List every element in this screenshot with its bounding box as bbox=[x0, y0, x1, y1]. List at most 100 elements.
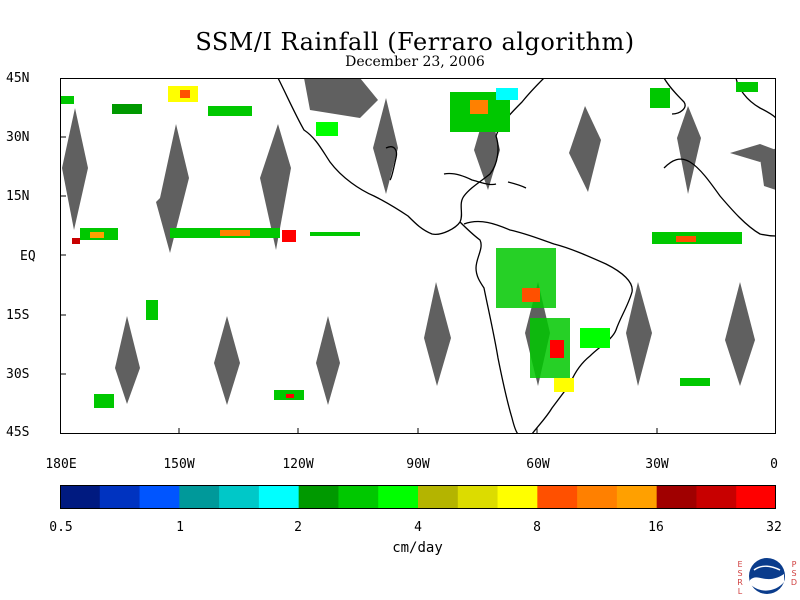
logo-letter: R bbox=[737, 578, 743, 587]
colorbar-cell bbox=[457, 485, 499, 509]
rain-itcz-4 bbox=[310, 232, 360, 236]
rain-np-4 bbox=[208, 106, 252, 116]
colorbar-cell bbox=[656, 485, 697, 509]
colorbar-cell bbox=[298, 485, 339, 509]
lon-label-60w: 60W bbox=[526, 457, 550, 472]
coastline-hispaniola bbox=[507, 181, 527, 189]
lat-label-45n: 45N bbox=[6, 71, 30, 86]
colorbar-cell bbox=[338, 485, 379, 509]
map-title: SSM/I Rainfall (Ferraro algorithm) bbox=[195, 28, 635, 56]
lat-label-45s: 45S bbox=[6, 425, 30, 440]
colorbar-label-4: 8 bbox=[533, 520, 541, 535]
swath-north-america bbox=[304, 78, 378, 118]
lon-label-90w: 90W bbox=[406, 457, 430, 472]
swath-9 bbox=[214, 316, 240, 405]
colorbar-cell bbox=[577, 485, 618, 509]
coastline-florida-gulf bbox=[385, 146, 398, 181]
lat-label-30s: 30S bbox=[6, 367, 30, 382]
lat-label-15s: 15S bbox=[6, 308, 30, 323]
rain-np-1 bbox=[60, 96, 74, 104]
colorbar-label-0: 0.5 bbox=[49, 520, 73, 535]
coastline-africa bbox=[663, 158, 776, 237]
swath-6 bbox=[569, 106, 601, 192]
coastline-north-central-america bbox=[277, 78, 545, 235]
logo-letter: L bbox=[737, 587, 743, 596]
swath-14 bbox=[725, 282, 755, 386]
rain-sp-1 bbox=[146, 300, 158, 320]
colorbar-label-5: 16 bbox=[648, 520, 664, 535]
swath-13 bbox=[626, 282, 652, 386]
rain-sa-2b bbox=[550, 340, 564, 358]
swath-11 bbox=[424, 282, 451, 386]
rainfall-map bbox=[60, 78, 776, 434]
colorbar-label-2: 2 bbox=[294, 520, 302, 535]
colorbar-cell bbox=[497, 485, 538, 509]
lat-label-30n: 30N bbox=[6, 130, 30, 145]
coastline-south-america-east bbox=[463, 220, 633, 434]
swath-africa-2 bbox=[730, 144, 776, 162]
logo-letter: S bbox=[791, 569, 797, 578]
colorbar-label-3: 4 bbox=[414, 520, 422, 535]
lon-label-30w: 30W bbox=[645, 457, 669, 472]
rain-sp-2 bbox=[94, 394, 114, 408]
colorbar-cell bbox=[616, 485, 658, 509]
rain-np-5 bbox=[316, 122, 338, 136]
rain-na-3 bbox=[650, 88, 670, 108]
colorbar-cells bbox=[60, 485, 776, 509]
colorbar-label-1: 1 bbox=[176, 520, 184, 535]
logo-letter: D bbox=[790, 578, 798, 587]
swath-10 bbox=[316, 316, 340, 405]
colorbar-cell bbox=[139, 485, 180, 509]
rain-itcz-2b bbox=[220, 230, 250, 236]
rain-sa-3 bbox=[580, 328, 610, 348]
rain-atl-itcz bbox=[652, 232, 742, 244]
swath-7 bbox=[677, 106, 701, 194]
coastline-south-america-west bbox=[459, 221, 519, 434]
logo-letter: E bbox=[737, 560, 743, 569]
noaa-emblem-icon bbox=[749, 558, 785, 594]
rain-cells bbox=[60, 82, 758, 408]
logo-letter: S bbox=[737, 569, 743, 578]
rain-np-3b bbox=[180, 90, 190, 98]
map-frame bbox=[60, 78, 776, 434]
lon-label-120w: 120W bbox=[282, 457, 314, 472]
swath-8 bbox=[115, 316, 140, 404]
rain-sa-4 bbox=[554, 378, 574, 392]
colorbar-cell bbox=[179, 485, 220, 509]
colorbar-cell bbox=[99, 485, 141, 509]
coastlines bbox=[277, 78, 776, 434]
coastline-cuba bbox=[443, 172, 497, 186]
colorbar-cell bbox=[258, 485, 300, 509]
swath-2 bbox=[156, 124, 189, 253]
swath-4 bbox=[373, 98, 398, 194]
rain-itcz-3 bbox=[282, 230, 296, 242]
colorbar bbox=[60, 485, 776, 509]
rain-na-4 bbox=[736, 82, 758, 92]
rain-np-2 bbox=[112, 104, 142, 114]
colorbar-frame bbox=[60, 485, 776, 509]
swath-3 bbox=[260, 124, 291, 250]
rain-sa-atl bbox=[680, 378, 710, 386]
rain-atl-itcz-b bbox=[676, 236, 696, 242]
colorbar-cell bbox=[378, 485, 419, 509]
lat-label-15n: 15N bbox=[6, 189, 30, 204]
lat-label-eq: EQ bbox=[20, 249, 36, 264]
lon-label-150w: 150W bbox=[163, 457, 195, 472]
rain-sp-3b bbox=[286, 394, 294, 398]
colorbar-cell bbox=[736, 485, 776, 509]
colorbar-cell bbox=[219, 485, 260, 509]
swath-1 bbox=[62, 108, 88, 230]
coastline-greenland bbox=[663, 78, 686, 115]
map-date: December 23, 2006 bbox=[345, 54, 485, 70]
colorbar-cell bbox=[537, 485, 578, 509]
rain-sa-1b bbox=[522, 288, 540, 302]
rain-na-2 bbox=[496, 88, 518, 100]
ocean-background bbox=[60, 78, 776, 434]
logo-letter: P bbox=[791, 560, 797, 569]
lon-label-180e: 180E bbox=[45, 457, 77, 472]
lon-label-0: 0 bbox=[770, 457, 778, 472]
colorbar-cell bbox=[418, 485, 459, 509]
